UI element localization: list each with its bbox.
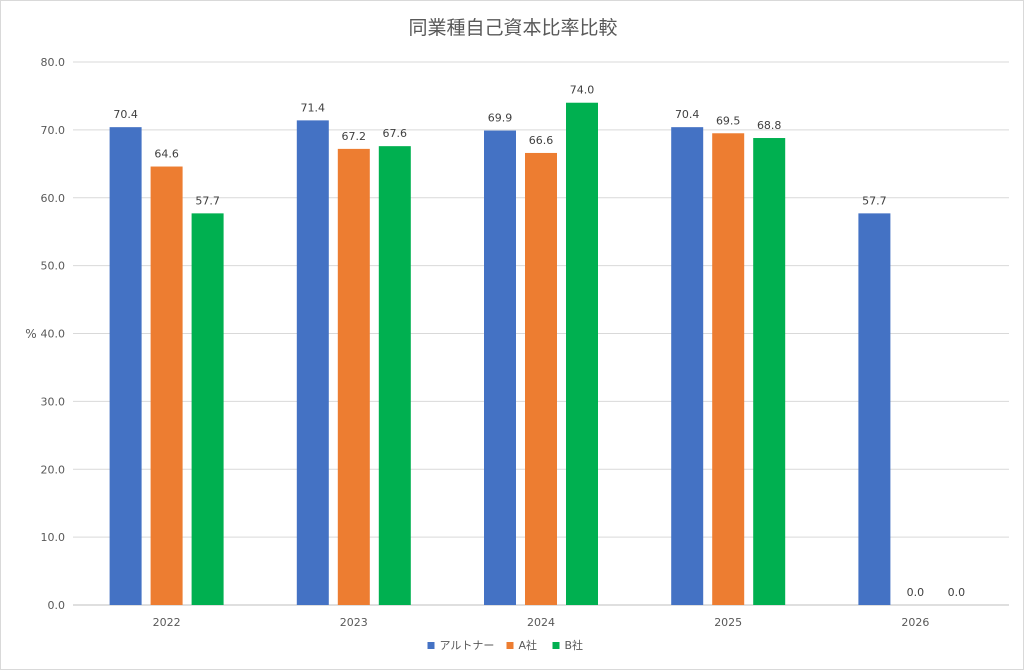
y-tick-label: 30.0 bbox=[41, 395, 66, 408]
y-tick-label: 10.0 bbox=[41, 531, 66, 544]
x-axis-ticks: 2022 2023 2024 2025 2026 bbox=[153, 616, 930, 629]
x-tick-label: 2026 bbox=[901, 616, 929, 629]
data-label: 70.4 bbox=[113, 108, 138, 121]
data-label: 0.0 bbox=[907, 586, 925, 599]
bar bbox=[150, 166, 183, 605]
data-label: 67.2 bbox=[342, 130, 367, 143]
data-label: 69.9 bbox=[488, 112, 513, 125]
legend-swatch bbox=[552, 642, 560, 649]
data-label: 67.6 bbox=[383, 127, 408, 140]
bars bbox=[109, 102, 891, 606]
bar bbox=[753, 138, 786, 605]
bar bbox=[191, 213, 224, 605]
x-tick-label: 2025 bbox=[714, 616, 742, 629]
data-label: 64.6 bbox=[154, 148, 179, 161]
data-label: 68.8 bbox=[757, 119, 782, 132]
data-label: 57.7 bbox=[195, 194, 220, 207]
legend-item: アルトナー bbox=[427, 639, 495, 652]
data-label: 71.4 bbox=[301, 101, 326, 114]
bar bbox=[378, 146, 411, 606]
x-tick-label: 2024 bbox=[527, 616, 555, 629]
y-tick-label: 60.0 bbox=[41, 192, 66, 205]
bar bbox=[109, 127, 142, 605]
data-label: 66.6 bbox=[529, 134, 554, 147]
y-tick-label: 70.0 bbox=[41, 124, 66, 137]
legend-swatch bbox=[506, 642, 514, 649]
y-axis-ticks: 0.0 10.0 20.0 30.0 40.0 50.0 60.0 70.0 80.0 bbox=[41, 56, 66, 612]
y-tick-label: 20.0 bbox=[41, 463, 66, 476]
data-label: 0.0 bbox=[948, 586, 966, 599]
y-axis-title: % bbox=[25, 327, 36, 341]
bar bbox=[712, 133, 745, 606]
y-tick-label: 80.0 bbox=[41, 56, 66, 69]
legend-item: B社 bbox=[552, 638, 584, 652]
data-labels: 70.4 64.6 57.7 71.4 67.2 67.6 69.9 66.6 74.0 70.4… bbox=[113, 84, 965, 599]
bar bbox=[296, 120, 329, 605]
x-tick-label: 2023 bbox=[340, 616, 368, 629]
legend-item: A社 bbox=[506, 638, 538, 652]
legend-swatch bbox=[427, 642, 435, 649]
data-label: 70.4 bbox=[675, 108, 700, 121]
legend-label: B社 bbox=[565, 638, 584, 652]
data-label: 69.5 bbox=[716, 114, 741, 127]
y-tick-label: 40.0 bbox=[41, 328, 66, 341]
bar bbox=[858, 213, 891, 605]
bar bbox=[566, 102, 598, 605]
data-label: 57.7 bbox=[862, 194, 887, 207]
bar bbox=[525, 152, 557, 605]
data-label: 74.0 bbox=[570, 84, 595, 97]
y-tick-label: 50.0 bbox=[41, 260, 66, 273]
y-tick-label: 0.0 bbox=[48, 599, 66, 612]
legend-label: アルトナー bbox=[440, 639, 495, 652]
legend-label: A社 bbox=[519, 638, 538, 652]
bar bbox=[671, 127, 704, 605]
x-tick-label: 2022 bbox=[153, 616, 181, 629]
bar bbox=[484, 130, 516, 605]
bar bbox=[337, 148, 370, 605]
chart-title: 同業種自己資本比率比較 bbox=[408, 17, 617, 39]
legend: アルトナー A社 B社 bbox=[427, 638, 584, 652]
